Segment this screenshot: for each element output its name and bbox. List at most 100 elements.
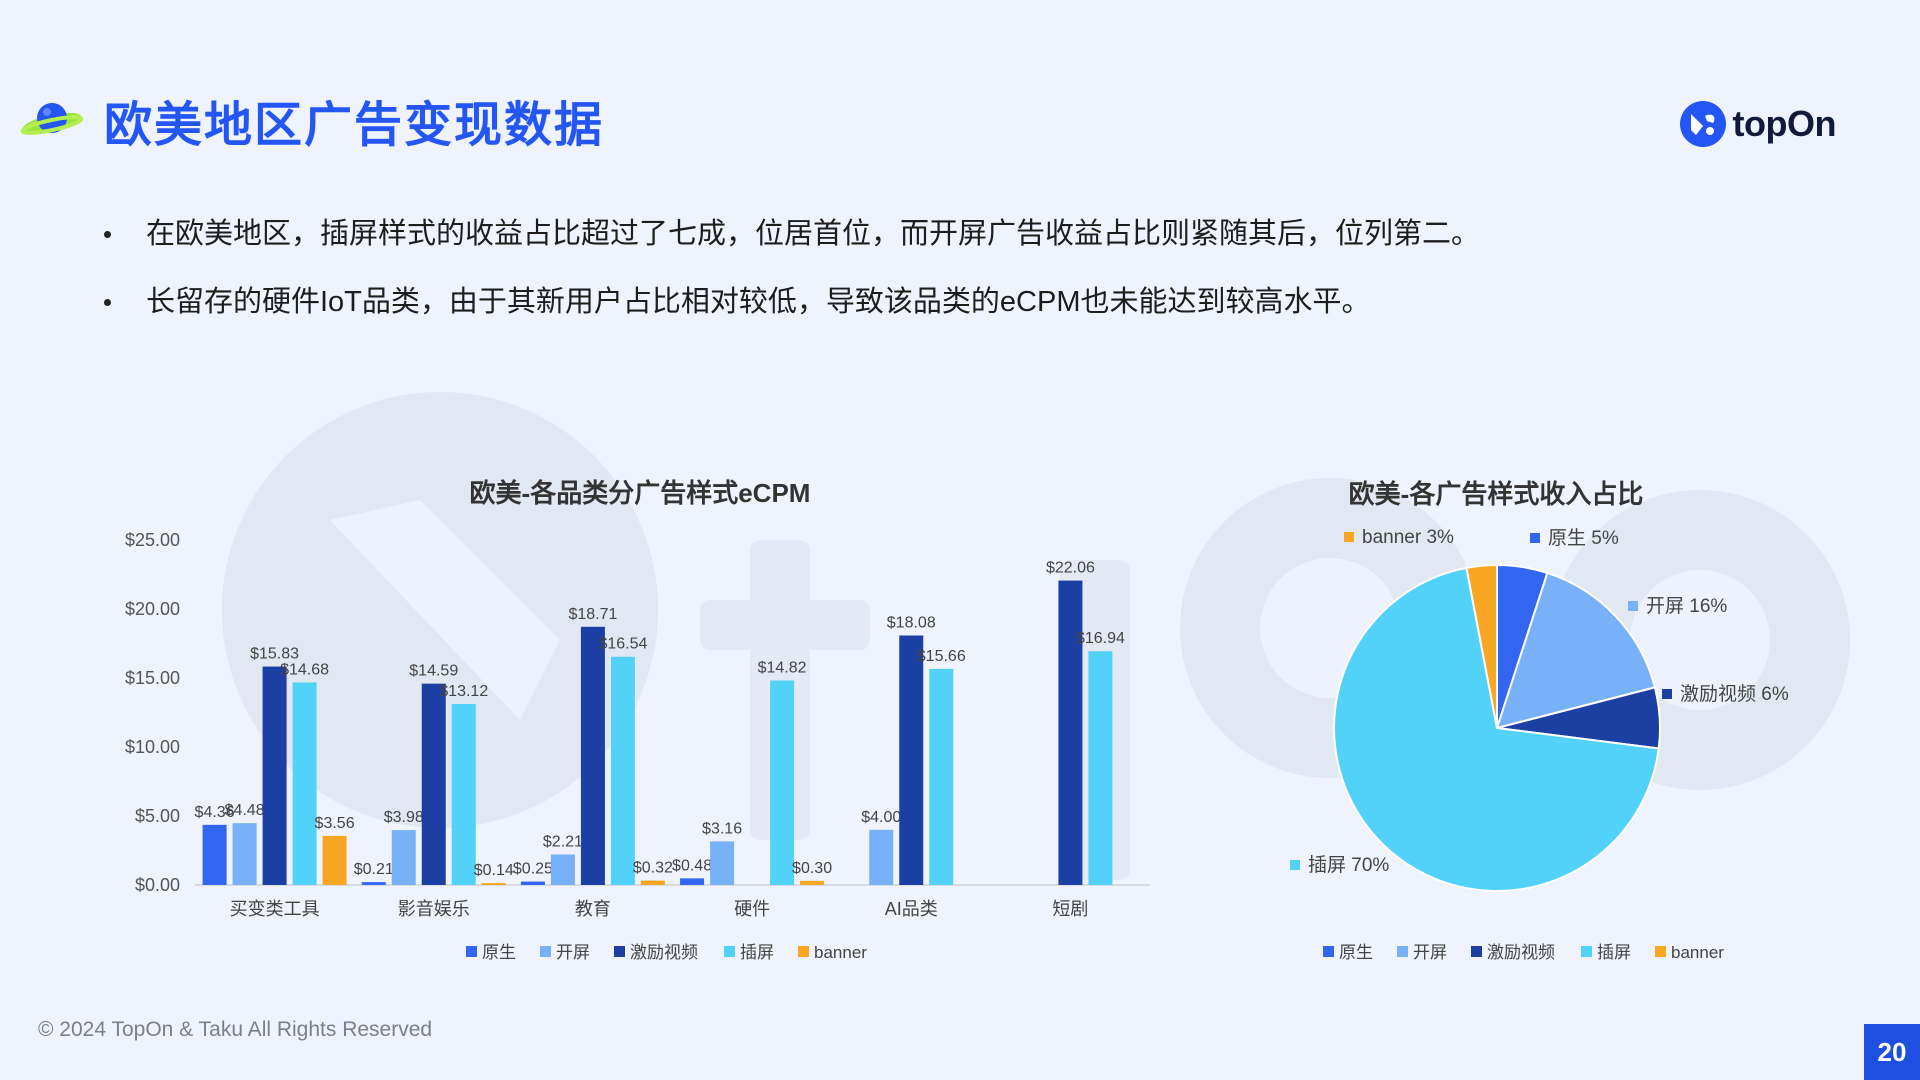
bar-data-label: $3.98 [384,809,424,826]
page-title: 欧美地区广告变现数据 [104,99,605,152]
bar-data-label: $3.16 [702,820,742,837]
legend-label: banner [1671,943,1724,962]
bar-data-label: $0.48 [672,857,712,874]
pie-slice [1333,566,1660,892]
legend-swatch [724,946,735,957]
bar-data-label: $14.68 [280,661,329,678]
bar [710,841,735,885]
y-tick-label: $25.00 [125,530,180,550]
bar-data-label: $22.06 [1046,560,1095,577]
legend-swatch [1581,946,1592,957]
bar-data-label: $13.12 [439,683,488,700]
bar-data-label: $16.94 [1076,630,1125,647]
bar-data-label: $16.54 [598,636,647,653]
bar-data-label: $3.56 [315,815,355,832]
legend-swatch [798,946,809,957]
bar-data-label: $18.08 [887,614,936,631]
bar [640,880,665,885]
bar-data-label: $0.32 [633,860,673,877]
planet-icon [20,103,84,135]
bar [520,881,545,885]
pie-slice-label: 插屏 70% [1308,854,1389,876]
bar-data-label: $0.25 [513,861,553,878]
topon-logo: topOn [1679,100,1837,148]
x-category-label: AI品类 [885,899,938,919]
bullet-item: 长留存的硬件IoT品类，由于其新用户占比相对较低，导致该品类的eCPM也未能达到… [100,282,1800,322]
bar [550,854,575,885]
legend-swatch [614,946,625,957]
legend-label: 插屏 [740,943,774,962]
y-tick-label: $0.00 [135,875,180,895]
pie-label-swatch [1662,689,1672,699]
logo-text: topOn [1732,103,1837,144]
legend-label: 原生 [1339,943,1373,962]
bar [202,824,227,885]
legend-label: 原生 [482,943,516,962]
y-tick-label: $15.00 [125,668,180,688]
pie-slice-label: 原生 5% [1548,527,1619,549]
bar-data-label: $14.82 [758,659,807,676]
y-tick-label: $5.00 [135,806,180,826]
y-tick-label: $20.00 [125,599,180,619]
bar [292,682,317,885]
pie-label-swatch [1530,533,1540,543]
x-category-label: 短剧 [1052,899,1088,919]
bar [1058,580,1083,885]
legend-label: 激励视频 [630,943,698,962]
legend-label: 插屏 [1597,943,1631,962]
pie-slice [1495,571,1657,730]
bar-data-label: $14.59 [409,663,458,680]
pie-slice-label: 开屏 16% [1646,596,1727,617]
bar [899,635,924,885]
bar-data-label: $4.36 [195,804,235,821]
bar-data-label: $4.00 [861,809,901,826]
bar [680,878,705,885]
bullet-list: 在欧美地区，插屏样式的收益占比超过了七成，位居首位，而开屏广告收益占比则紧随其后… [100,214,1800,350]
legend-label: 开屏 [1413,943,1447,962]
bar [391,830,416,885]
bar-data-label: $0.14 [474,862,514,879]
x-category-label: 教育 [575,899,611,919]
bar-data-label: $2.21 [543,834,583,851]
bar [869,829,894,885]
bar [800,880,825,885]
bar [481,883,506,885]
x-category-label: 买变类工具 [230,899,320,919]
bar [322,835,347,885]
pie-chart-title: 欧美-各广告样式收入占比 [1349,479,1644,509]
pie-label-swatch [1290,860,1300,870]
x-category-label: 影音娱乐 [398,899,470,919]
bar [770,680,795,885]
legend-swatch [1471,946,1482,957]
legend-swatch [466,946,477,957]
topon-logo-icon [1679,101,1726,147]
legend-swatch [540,946,551,957]
bar-data-label: $0.30 [792,860,832,877]
bar-data-label: $15.83 [250,646,299,663]
pie-slice-label: banner 3% [1362,527,1454,548]
legend-label: 激励视频 [1487,943,1555,962]
bar [361,882,386,885]
title-area: 欧美地区广告变现数据 [20,88,604,152]
legend-label: banner [814,943,867,962]
pie-chart: 欧美-各广告样式收入占比 原生 5% 开屏 16% 激励视频 6% 插屏 70% ban… [1290,479,1789,962]
bar-data-label: $18.71 [568,606,617,623]
bar [610,656,635,885]
pie-slice [1465,563,1498,729]
x-category-label: 硬件 [734,899,770,919]
legend-swatch [1397,946,1408,957]
copyright-footer: © 2024 TopOn & Taku All Rights Reserved [38,1018,433,1041]
bar-chart-title: 欧美-各品类分广告样式eCPM [470,478,811,508]
pie-slice-label: 激励视频 6% [1680,683,1789,705]
pie-label-swatch [1344,532,1354,542]
legend-swatch [1323,946,1334,957]
bar [1088,651,1113,885]
legend-swatch [1655,946,1666,957]
pie-label-swatch [1628,601,1638,611]
bar [580,626,605,885]
bar-data-label: $0.21 [354,861,394,878]
bar [262,666,287,885]
bullet-item: 在欧美地区，插屏样式的收益占比超过了七成，位居首位，而开屏广告收益占比则紧随其后… [100,214,1800,254]
page-number: 20 [1864,1024,1920,1080]
